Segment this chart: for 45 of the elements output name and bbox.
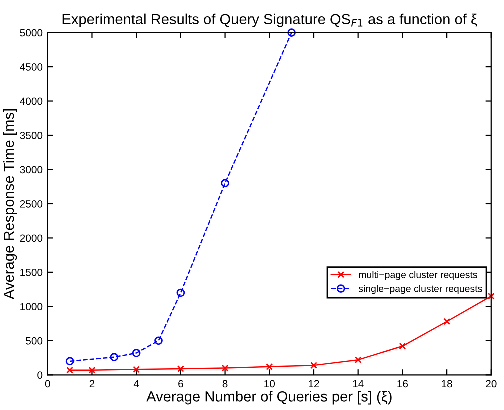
point [66, 366, 74, 374]
point [132, 349, 141, 358]
chart-title: Experimental Results of Query Signature QS$_{F1}$ as a function of ξ [62, 14, 478, 28]
y-tick-label: 4000 [20, 98, 43, 106]
y-tick-label: 4500 [20, 64, 43, 71]
y-tick-label: 2000 [20, 234, 43, 242]
point [154, 336, 163, 346]
x-tick-label: 2 [90, 380, 95, 388]
point [354, 356, 362, 364]
point [222, 364, 229, 372]
point [266, 363, 274, 370]
x-tick-label: 4 [134, 380, 140, 388]
y-tick-label: 1500 [20, 268, 43, 276]
point [488, 292, 495, 300]
x-tick-label: 14 [353, 380, 364, 388]
point [399, 342, 406, 350]
y-tick-label: 3000 [20, 166, 43, 174]
point [310, 362, 318, 370]
point [66, 357, 74, 366]
y-tick-label: 500 [26, 337, 43, 345]
x-tick-label: 16 [398, 380, 408, 388]
y-axis-title: Average Response Time [ms] [3, 109, 18, 300]
x-tick-label: 20 [486, 380, 497, 388]
y-tick-label: 5000 [20, 29, 43, 37]
x-tick-label: 18 [442, 380, 452, 388]
point [133, 366, 140, 374]
x-tick-label: 12 [308, 380, 320, 388]
x-tick-label: 10 [264, 380, 276, 388]
point [176, 288, 186, 298]
point [288, 28, 296, 37]
y-tick-label: 0 [38, 372, 43, 380]
legend-label: multi−page cluster requests [359, 271, 478, 280]
point [88, 366, 96, 374]
x-tick-label: 0 [45, 380, 50, 388]
x-axis-title: Average Number of Queries per [s] (ξ) [146, 391, 392, 405]
y-tick-label: 3500 [20, 132, 43, 140]
legend-label: single−page cluster requests [358, 285, 482, 294]
y-tick-label: 1000 [20, 303, 43, 311]
point [110, 353, 119, 362]
point [221, 179, 230, 188]
point [177, 366, 184, 372]
x-tick-label: 6 [178, 380, 184, 388]
y-tick-label: 2500 [20, 200, 43, 208]
x-tick-label: 8 [222, 380, 228, 388]
point [444, 318, 451, 326]
